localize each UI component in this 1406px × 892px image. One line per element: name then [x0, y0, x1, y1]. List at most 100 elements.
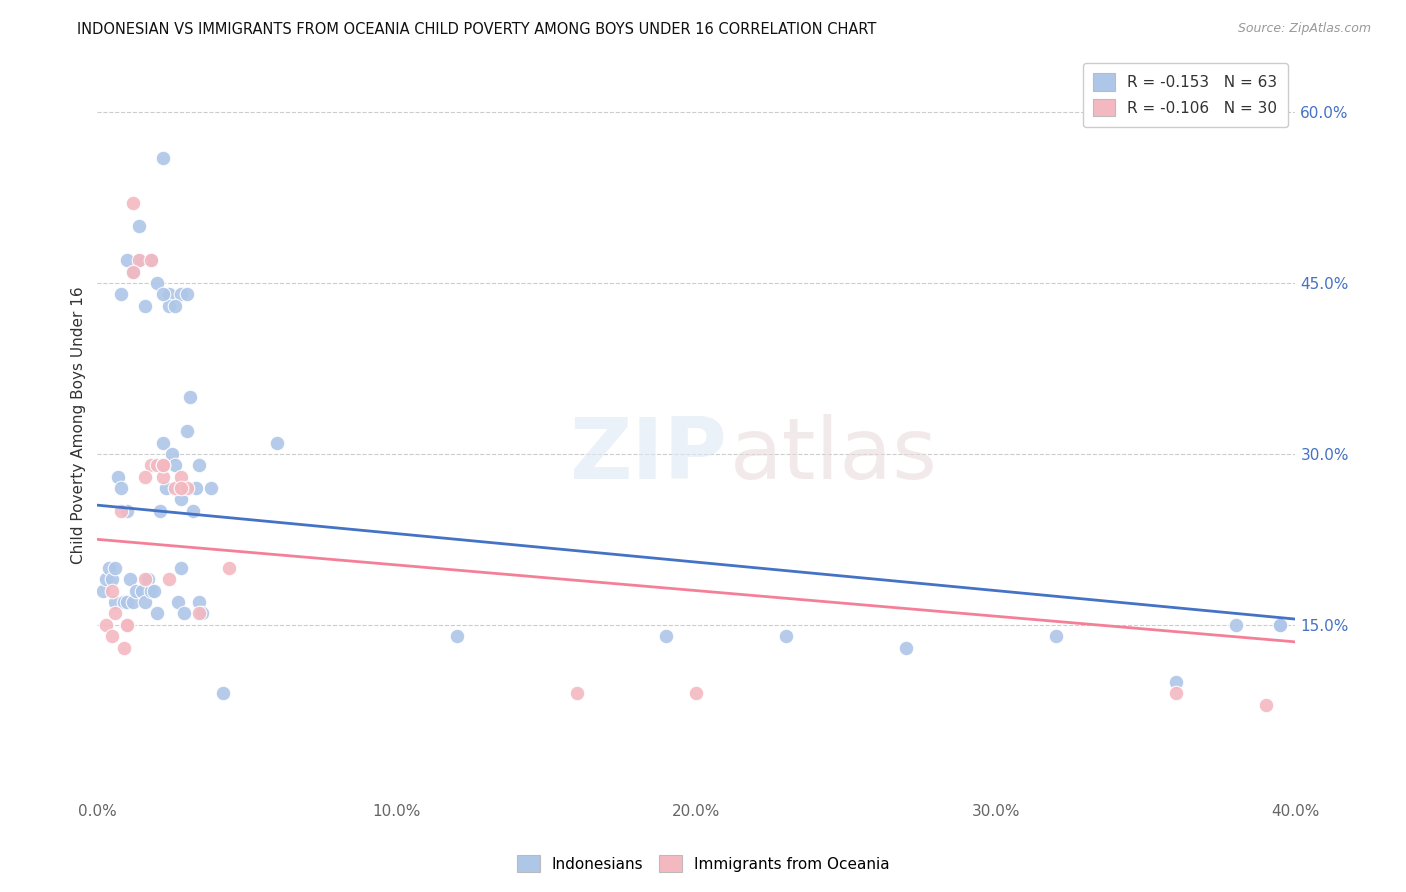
- Point: [101, 583, 124, 598]
- Point: [141, 253, 163, 268]
- Point: [165, 481, 187, 495]
- Point: [188, 607, 211, 621]
- Point: [131, 583, 153, 598]
- Point: [101, 629, 124, 643]
- Point: [136, 572, 159, 586]
- Point: [565, 686, 588, 700]
- Point: [117, 504, 139, 518]
- Point: [186, 481, 208, 495]
- Point: [134, 572, 156, 586]
- Point: [152, 458, 174, 473]
- Point: [218, 561, 240, 575]
- Point: [110, 287, 132, 301]
- Point: [101, 572, 124, 586]
- Point: [165, 299, 187, 313]
- Point: [170, 492, 193, 507]
- Point: [120, 572, 142, 586]
- Point: [1045, 629, 1067, 643]
- Point: [146, 607, 169, 621]
- Point: [93, 583, 115, 598]
- Point: [170, 561, 193, 575]
- Point: [122, 196, 145, 211]
- Point: [176, 424, 198, 438]
- Point: [176, 481, 198, 495]
- Point: [117, 595, 139, 609]
- Point: [1254, 698, 1277, 712]
- Legend: Indonesians, Immigrants from Oceania: Indonesians, Immigrants from Oceania: [509, 847, 897, 880]
- Point: [152, 287, 174, 301]
- Legend: R = -0.153   N = 63, R = -0.106   N = 30: R = -0.153 N = 63, R = -0.106 N = 30: [1083, 62, 1288, 127]
- Point: [775, 629, 797, 643]
- Point: [134, 469, 156, 483]
- Point: [128, 219, 150, 233]
- Point: [152, 469, 174, 483]
- Y-axis label: Child Poverty Among Boys Under 16: Child Poverty Among Boys Under 16: [72, 286, 86, 565]
- Point: [112, 640, 135, 655]
- Point: [1164, 686, 1187, 700]
- Point: [125, 583, 148, 598]
- Point: [128, 253, 150, 268]
- Point: [170, 481, 193, 495]
- Point: [1164, 674, 1187, 689]
- Point: [1270, 617, 1292, 632]
- Point: [191, 607, 214, 621]
- Point: [1270, 617, 1292, 632]
- Point: [685, 686, 707, 700]
- Point: [146, 458, 169, 473]
- Point: [110, 504, 132, 518]
- Text: ZIP: ZIP: [569, 414, 727, 497]
- Point: [165, 458, 187, 473]
- Point: [266, 435, 288, 450]
- Text: atlas: atlas: [730, 414, 938, 497]
- Text: Source: ZipAtlas.com: Source: ZipAtlas.com: [1237, 22, 1371, 36]
- Point: [141, 253, 163, 268]
- Point: [104, 607, 127, 621]
- Point: [1225, 617, 1247, 632]
- Point: [179, 390, 201, 404]
- Point: [141, 458, 163, 473]
- Point: [152, 458, 174, 473]
- Point: [157, 299, 180, 313]
- Point: [173, 607, 195, 621]
- Point: [122, 595, 145, 609]
- Point: [146, 276, 169, 290]
- Point: [200, 481, 222, 495]
- Point: [167, 595, 190, 609]
- Point: [134, 299, 156, 313]
- Point: [170, 287, 193, 301]
- Point: [134, 595, 156, 609]
- Point: [128, 253, 150, 268]
- Point: [122, 264, 145, 278]
- Point: [152, 151, 174, 165]
- Point: [117, 617, 139, 632]
- Text: INDONESIAN VS IMMIGRANTS FROM OCEANIA CHILD POVERTY AMONG BOYS UNDER 16 CORRELAT: INDONESIAN VS IMMIGRANTS FROM OCEANIA CH…: [77, 22, 877, 37]
- Point: [117, 617, 139, 632]
- Point: [188, 595, 211, 609]
- Point: [141, 583, 163, 598]
- Point: [160, 447, 183, 461]
- Point: [96, 617, 118, 632]
- Point: [894, 640, 917, 655]
- Point: [155, 481, 177, 495]
- Point: [98, 561, 121, 575]
- Point: [104, 561, 127, 575]
- Point: [149, 504, 172, 518]
- Point: [152, 435, 174, 450]
- Point: [188, 458, 211, 473]
- Point: [176, 287, 198, 301]
- Point: [157, 287, 180, 301]
- Point: [104, 595, 127, 609]
- Point: [170, 469, 193, 483]
- Point: [110, 481, 132, 495]
- Point: [655, 629, 678, 643]
- Point: [143, 583, 166, 598]
- Point: [122, 264, 145, 278]
- Point: [117, 253, 139, 268]
- Point: [212, 686, 235, 700]
- Point: [181, 504, 204, 518]
- Point: [107, 469, 129, 483]
- Point: [157, 572, 180, 586]
- Point: [112, 595, 135, 609]
- Point: [96, 572, 118, 586]
- Point: [446, 629, 468, 643]
